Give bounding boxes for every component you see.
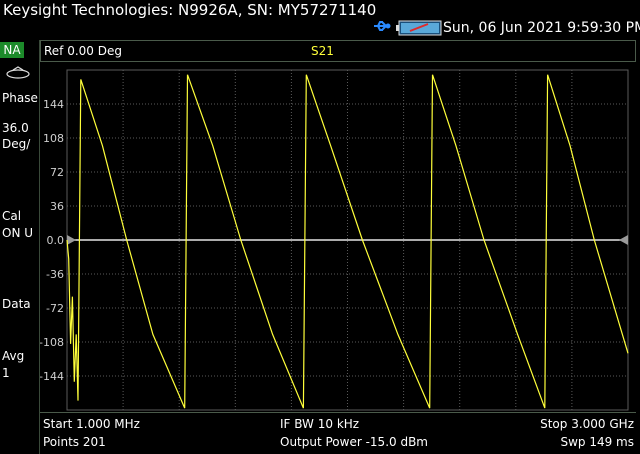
power-icon (6, 66, 30, 79)
format-label: Phase (2, 91, 38, 105)
datetime-display: Sun, 06 Jun 2021 9:59:30 PM (443, 20, 640, 36)
sweep-time[interactable]: Swp 149 ms (560, 435, 634, 449)
output-power[interactable]: Output Power -15.0 dBm (280, 435, 428, 449)
points-count[interactable]: Points 201 (43, 435, 106, 449)
avg-value: 1 (2, 366, 10, 380)
trace-line-s21 (66, 74, 629, 409)
cal-status: ON U (2, 226, 34, 240)
y-tick-label: -144 (40, 370, 64, 383)
scale-unit: Deg/ (2, 137, 31, 151)
title-bar: Keysight Technologies: N9926A, SN: MY572… (0, 0, 640, 40)
mode-badge[interactable]: NA (0, 42, 24, 58)
reference-arrow-right (619, 235, 628, 245)
data-label: Data (2, 297, 31, 311)
reference-line (67, 235, 628, 245)
reference-arrow-left (67, 235, 76, 245)
phase-plot[interactable]: 144 108 72 36 0.0 -36 -72 -108 -144 (40, 62, 640, 412)
reference-level: Ref 0.00 Deg (44, 44, 122, 58)
cal-label: Cal (2, 209, 22, 223)
if-bandwidth[interactable]: IF BW 10 kHz (280, 417, 360, 431)
usb-icon (374, 21, 391, 31)
trace-header: Ref 0.00 Deg S21 (40, 40, 636, 62)
y-tick-label: 0.0 (47, 234, 65, 247)
left-info-panel: NA Phase 36.0 Deg/ Cal ON U Data Avg 1 (0, 40, 40, 454)
footer-bar: Start 1.000 MHz Points 201 IF BW 10 kHz … (40, 412, 636, 454)
trace-name: S21 (311, 44, 334, 58)
battery-icon (396, 20, 442, 36)
start-frequency[interactable]: Start 1.000 MHz (43, 417, 140, 431)
y-tick-labels: 144 108 72 36 0.0 -36 -72 -108 -144 (40, 98, 64, 383)
y-tick-label: -108 (40, 336, 64, 349)
instrument-title: Keysight Technologies: N9926A, SN: MY572… (3, 1, 377, 19)
y-tick-label: -36 (46, 268, 64, 281)
stop-frequency[interactable]: Stop 3.000 GHz (540, 417, 634, 431)
y-tick-label: 108 (43, 132, 64, 145)
y-tick-label: 72 (50, 166, 64, 179)
y-tick-label: -72 (46, 302, 64, 315)
scale-value: 36.0 (2, 121, 29, 135)
y-tick-label: 36 (50, 200, 64, 213)
trace-s21 (66, 74, 629, 409)
avg-label: Avg (2, 349, 25, 363)
y-tick-label: 144 (43, 98, 64, 111)
